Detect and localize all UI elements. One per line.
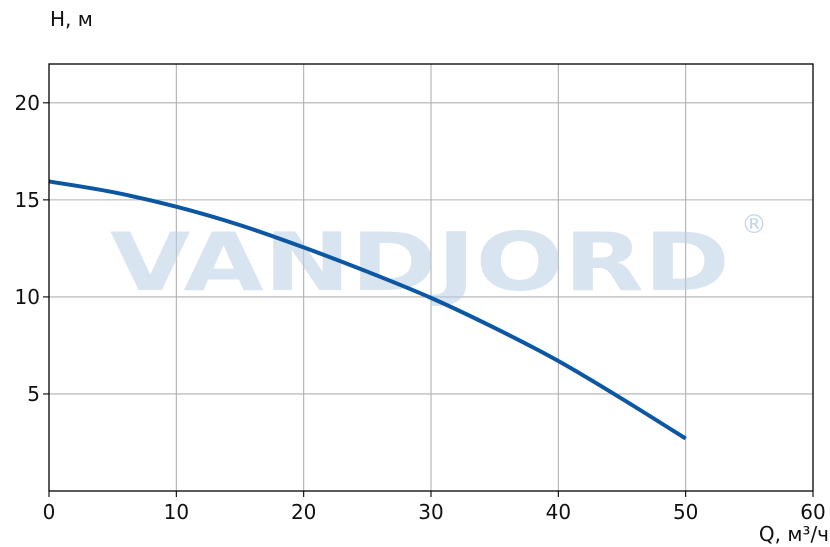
watermark-group: VANDJORD ® [110, 210, 767, 309]
y-tick-label: 5 [27, 382, 40, 406]
series-line [48, 179, 687, 441]
y-tick-label: 15 [15, 188, 40, 212]
x-tick-label: 0 [43, 500, 56, 524]
ticks-layer: 0 10 20 30 40 50 60 5 10 15 20 [15, 91, 826, 524]
y-axis-title: H, м [50, 7, 93, 31]
x-tick-label: 50 [673, 500, 698, 524]
x-tick-label: 60 [800, 500, 825, 524]
x-tick-label: 10 [164, 500, 189, 524]
series-layer [48, 179, 687, 441]
y-tick-label: 20 [15, 91, 40, 115]
x-tick-label: 20 [291, 500, 316, 524]
y-tick-label: 10 [15, 285, 40, 309]
x-tick-label: 40 [546, 500, 571, 524]
x-tick-label: 30 [418, 500, 443, 524]
x-axis-title: Q, м³/ч [759, 522, 829, 546]
registered-mark: ® [741, 210, 767, 240]
